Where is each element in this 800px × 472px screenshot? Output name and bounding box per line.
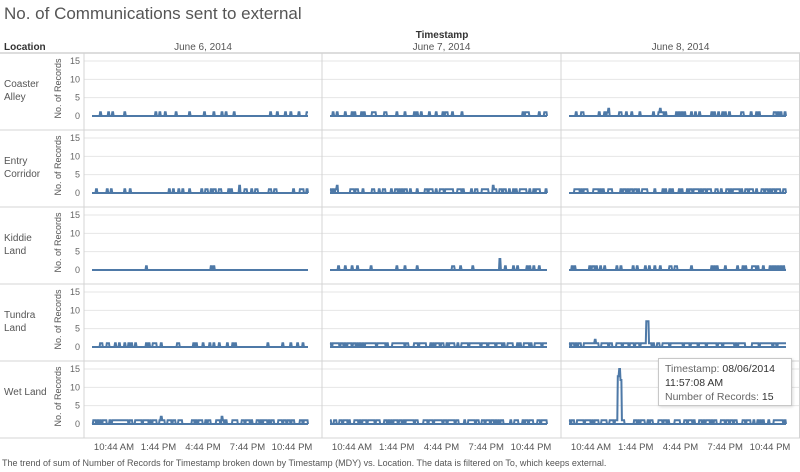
y-tick-label: 0: [75, 111, 80, 121]
x-tick-label: 4:44 PM: [663, 442, 698, 453]
tooltip-timestamp-date: 08/06/2014: [722, 363, 775, 375]
y-axis-label: No. of Records: [53, 366, 63, 427]
series-line: [330, 258, 547, 271]
column-label: June 7, 2014: [413, 42, 471, 53]
y-tick-label: 0: [75, 419, 80, 429]
series-line: [329, 184, 548, 194]
tooltip: Timestamp: 08/06/2014 11:57:08 AM Number…: [658, 358, 792, 406]
y-tick-label: 15: [70, 210, 80, 220]
column-label: June 6, 2014: [174, 42, 232, 53]
y-tick-label: 10: [70, 74, 80, 84]
y-tick-label: 15: [70, 287, 80, 297]
y-tick-label: 5: [75, 401, 80, 411]
series-line: [568, 368, 787, 425]
series-line: [91, 415, 309, 425]
row-label: Kiddie: [4, 233, 32, 244]
tooltip-timestamp-time: 11:57:08 AM: [665, 377, 724, 389]
x-tick-label: 7:44 PM: [708, 442, 743, 453]
y-tick-label: 0: [75, 265, 80, 275]
tooltip-records-value: 15: [761, 391, 774, 403]
column-header: Timestamp: [416, 30, 469, 41]
series-line: [568, 320, 786, 348]
x-tick-label: 4:44 PM: [424, 442, 459, 453]
chart-title: No. of Communications sent to external: [4, 4, 302, 23]
x-tick-label: 10:44 AM: [571, 442, 611, 453]
y-axis-label: No. of Records: [53, 135, 63, 196]
row-label: Alley: [4, 92, 26, 103]
row-label: Land: [4, 323, 26, 334]
row-label: Land: [4, 246, 26, 257]
x-tick-label: 1:44 PM: [141, 442, 176, 453]
y-tick-label: 10: [70, 151, 80, 161]
y-tick-label: 0: [75, 188, 80, 198]
x-tick-label: 7:44 PM: [469, 442, 504, 453]
tooltip-records-line: Number of Records: 15: [665, 390, 791, 404]
x-tick-label: 10:44 PM: [750, 442, 791, 453]
y-tick-label: 5: [75, 170, 80, 180]
x-tick-label: 4:44 PM: [185, 442, 220, 453]
y-axis-label: No. of Records: [53, 289, 63, 350]
column-label: June 8, 2014: [652, 42, 710, 53]
y-tick-label: 15: [70, 364, 80, 374]
y-axis-label: No. of Records: [53, 58, 63, 119]
series-line: [329, 342, 547, 348]
row-label: Wet Land: [4, 387, 47, 398]
row-label: Coaster: [4, 79, 40, 90]
y-tick-label: 10: [70, 228, 80, 238]
y-tick-label: 5: [75, 247, 80, 257]
tooltip-timestamp-line: Timestamp: 08/06/2014: [665, 362, 791, 376]
x-tick-label: 10:44 AM: [332, 442, 372, 453]
series-line: [92, 184, 309, 194]
y-tick-label: 10: [70, 305, 80, 315]
series-line: [329, 419, 548, 425]
y-axis-label: No. of Records: [53, 212, 63, 273]
row-label: Entry: [4, 156, 27, 167]
x-tick-label: 10:44 PM: [511, 442, 552, 453]
y-tick-label: 5: [75, 324, 80, 334]
y-tick-label: 15: [70, 133, 80, 143]
y-tick-label: 10: [70, 382, 80, 392]
chart-caption: The trend of sum of Number of Records fo…: [2, 458, 607, 468]
tooltip-time-line: 11:57:08 AM: [665, 376, 791, 390]
y-tick-label: 5: [75, 93, 80, 103]
x-tick-label: 10:44 PM: [272, 442, 313, 453]
y-tick-label: 0: [75, 342, 80, 352]
trellis-chart: Timestamp Location June 6, 2014 June 7, 201…: [0, 30, 800, 453]
row-label: Tundra: [4, 310, 36, 321]
row-header: Location: [4, 42, 46, 53]
x-tick-label: 1:44 PM: [379, 442, 414, 453]
tooltip-timestamp-label: Timestamp:: [665, 363, 720, 375]
x-tick-label: 10:44 AM: [94, 442, 134, 453]
tooltip-records-label: Number of Records:: [665, 391, 759, 403]
x-tick-label: 1:44 PM: [618, 442, 653, 453]
y-tick-label: 15: [70, 56, 80, 66]
x-tick-label: 7:44 PM: [230, 442, 265, 453]
series-line: [569, 107, 787, 117]
row-label: Corridor: [4, 169, 41, 180]
